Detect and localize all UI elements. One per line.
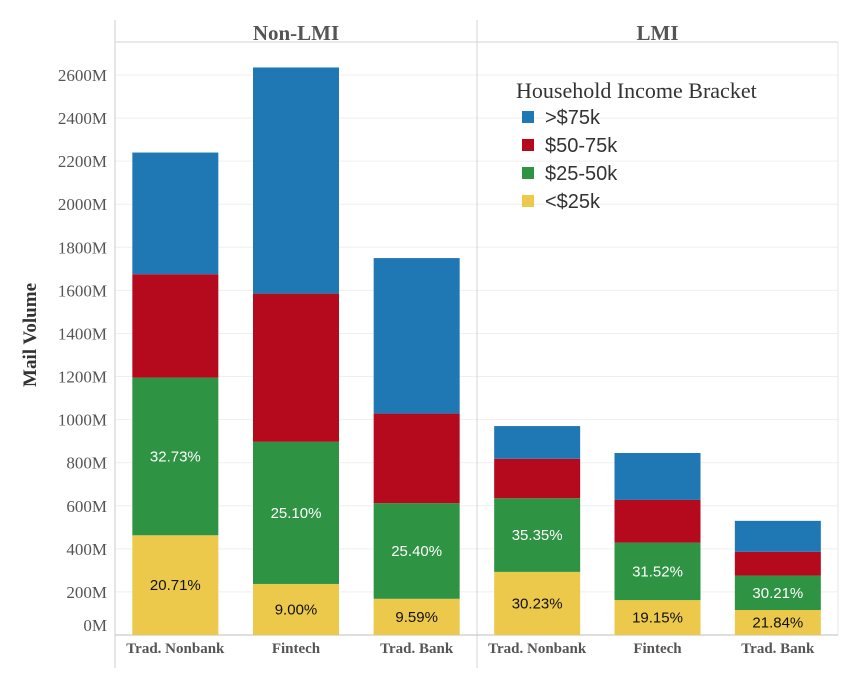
panel-title: Non-LMI [253,21,339,45]
legend-swatch [522,139,534,151]
legend-entry-label: $25-50k [545,163,618,185]
segment-data-label: 25.10% [271,505,322,522]
legend-swatch [522,111,534,123]
bar-segment [373,258,460,414]
y-tick-label: 1000M [58,411,107,430]
bar-segment [494,571,581,635]
frame-layer [114,20,839,668]
axis-layer: 0M 200M 400M 600M 800M 1000M 1200M 1400M 1600M 18… [20,21,815,657]
labels-layer: 20.71% 32.73% 9.00% 25.10% 9.59% 25.40% 30.23%… [150,448,803,631]
segment-data-label: 35.35% [512,527,563,544]
bar-segment [373,413,460,504]
panel-title: LMI [637,21,679,45]
legend-entry-label: <$25k [545,191,601,213]
segment-data-label: 32.73% [150,448,201,465]
x-category-label: Trad. Nonbank [126,641,225,657]
legend-layer: Household Income Bracket >$75k $50-75k $25-… [516,78,757,213]
bar-segment [253,67,339,294]
legend-swatch [522,167,534,179]
x-category-label: Fintech [272,641,321,657]
y-tick-label: 1600M [58,281,107,300]
segment-data-label: 21.84% [752,615,803,632]
bars-layer [132,67,821,635]
bar-segment [734,520,821,552]
y-axis-title: Mail Volume [20,283,41,387]
bar-segment [614,600,701,635]
y-tick-label: 2000M [58,195,107,214]
segment-data-label: 31.52% [632,563,683,580]
y-tick-label: 1800M [58,238,107,257]
bar-segment [373,598,460,635]
x-category-label: Fintech [633,641,682,657]
bar-segment [132,274,219,378]
segment-data-label: 30.23% [512,595,563,612]
y-tick-label: 200M [66,583,107,602]
y-tick-label: 2600M [58,66,107,85]
bar-segment [494,426,581,459]
bar-segment [253,441,339,584]
segment-data-label: 9.59% [395,609,438,626]
bar-segment [734,551,821,576]
segment-data-label: 19.15% [632,610,683,627]
y-tick-label: 600M [66,497,107,516]
bar-segment [373,503,460,599]
bar-segment [132,535,219,635]
bar-segment [614,453,701,500]
x-category-label: Trad. Bank [741,641,815,657]
legend-entry-label: >$75k [545,107,601,129]
legend-entry-label: $50-75k [545,135,618,157]
y-tick-label: 1400M [58,324,107,343]
bar-segment [253,293,339,442]
segment-data-label: 25.40% [391,543,442,560]
bar-segment [132,152,219,275]
y-tick-label: 800M [66,454,107,473]
bar-segment [734,610,821,635]
x-category-label: Trad. Nonbank [488,641,587,657]
segment-data-label: 20.71% [150,577,201,594]
y-tick-label: 0M [83,616,107,635]
segment-data-label: 30.21% [752,585,803,602]
bar-segment [494,498,581,572]
segment-data-label: 9.00% [275,601,318,618]
bar-segment [253,583,339,635]
bar-segment [132,377,219,536]
y-tick-label: 2200M [58,152,107,171]
y-tick-label: 400M [66,540,107,559]
bar-segment [614,499,701,543]
bar-segment [494,458,581,499]
bar-segment [614,542,701,601]
y-tick-label: 2400M [58,109,107,128]
legend-swatch [522,195,534,207]
bar-segment [734,575,821,611]
legend-title: Household Income Bracket [516,78,757,103]
x-category-label: Trad. Bank [380,641,454,657]
y-tick-label: 1200M [58,368,107,387]
